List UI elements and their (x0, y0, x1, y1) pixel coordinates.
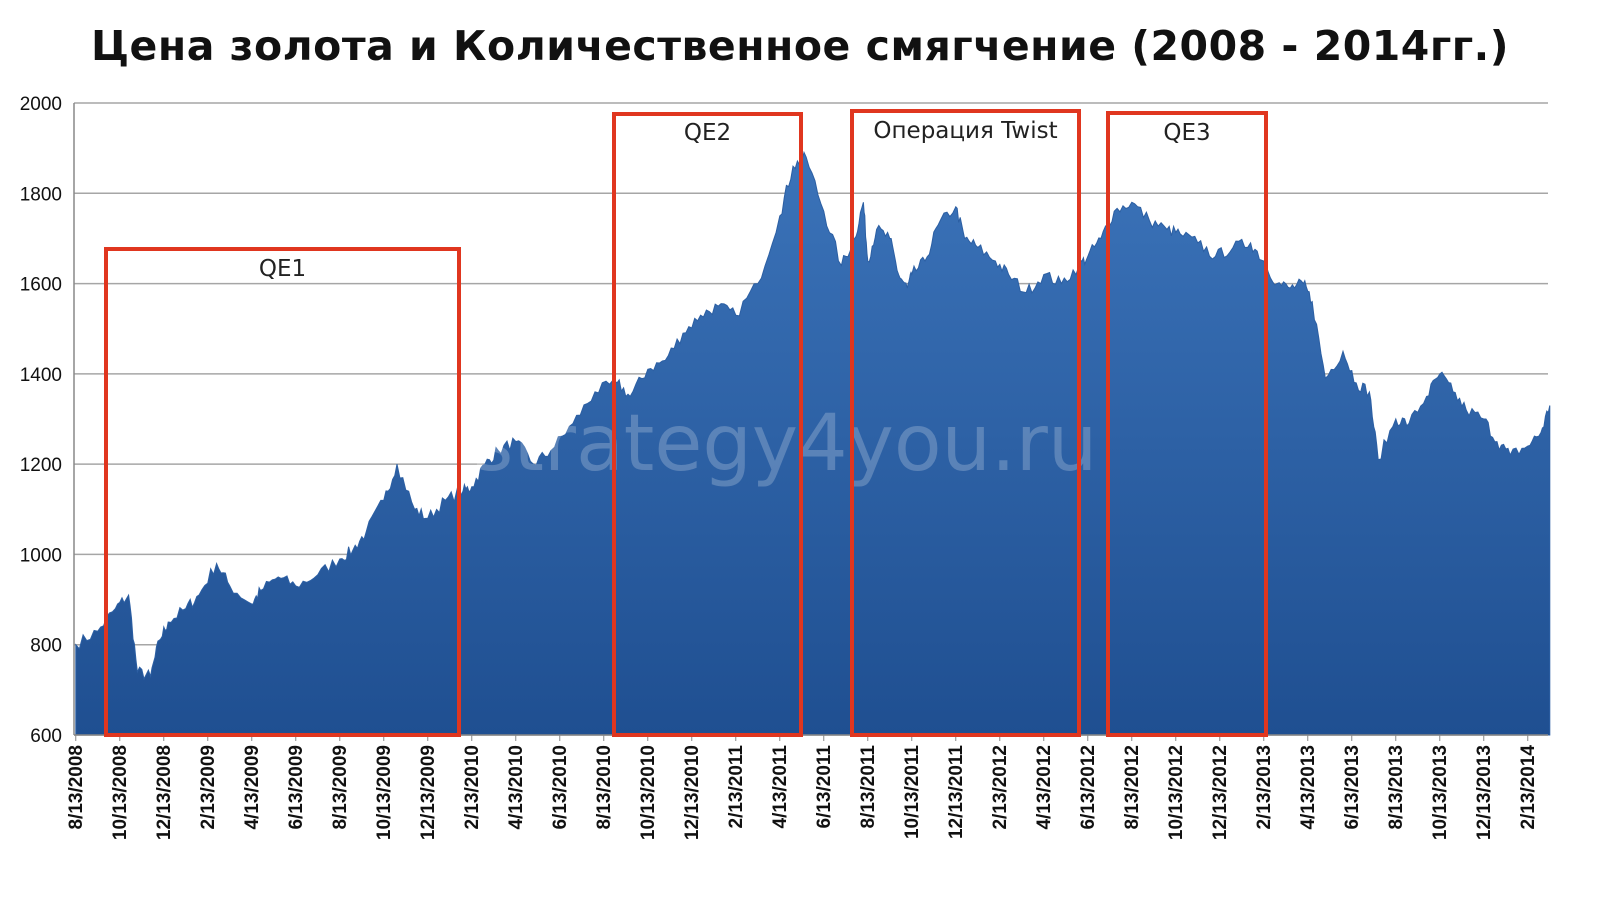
qe-period-box (1106, 111, 1268, 737)
x-tick-label: 2/13/2011 (726, 745, 747, 829)
x-tick-label: 12/13/2013 (1474, 745, 1495, 840)
y-tick-label: 1000 (20, 545, 62, 566)
x-tick-label: 4/13/2009 (242, 745, 263, 830)
x-tick-label: 10/13/2009 (374, 745, 395, 840)
x-tick-label: 10/13/2010 (638, 745, 659, 840)
x-tick-label: 8/13/2012 (1122, 745, 1143, 830)
x-tick-label: 10/13/2011 (902, 745, 923, 839)
x-tick-label: 10/13/2013 (1430, 745, 1451, 840)
qe-period-label: QE1 (259, 256, 306, 282)
y-tick-label: 800 (30, 636, 62, 657)
x-tick-label: 12/13/2009 (418, 745, 439, 840)
y-tick-label: 1600 (20, 275, 62, 296)
x-tick-label: 4/13/2012 (1034, 745, 1055, 830)
y-tick-label: 1800 (20, 184, 62, 205)
x-tick-label: 2/13/2012 (990, 745, 1011, 830)
watermark-text: strategy4you.ru (473, 399, 1098, 489)
gold-price-area (75, 150, 1551, 736)
x-tick-label: 6/13/2012 (1078, 745, 1099, 830)
x-tick-label: 4/13/2011 (770, 745, 791, 829)
x-tick-label: 12/13/2012 (1210, 745, 1231, 840)
x-tick-label: 8/13/2009 (330, 745, 351, 830)
y-tick-label: 600 (30, 726, 62, 747)
x-tick-label: 6/13/2013 (1342, 745, 1363, 830)
x-tick-label: 2/13/2014 (1518, 745, 1539, 830)
x-tick-label: 4/13/2013 (1298, 745, 1319, 830)
y-tick-label: 1200 (20, 455, 62, 476)
x-tick-label: 2/13/2013 (1254, 745, 1275, 830)
x-tick-label: 12/13/2011 (946, 745, 967, 839)
x-tick-label: 4/13/2010 (506, 745, 527, 830)
qe-period-label: Операция Twist (873, 118, 1057, 144)
x-tick-label: 10/13/2008 (110, 745, 131, 840)
x-tick-label: 10/13/2012 (1166, 745, 1187, 840)
x-tick-label: 6/13/2011 (814, 745, 835, 829)
x-tick-label: 2/13/2010 (462, 745, 483, 830)
x-tick-label: 8/13/2008 (66, 745, 87, 830)
x-tick-label: 2/13/2009 (198, 745, 219, 830)
qe-period-label: QE2 (684, 120, 731, 146)
x-tick-label: 12/13/2008 (154, 745, 175, 840)
x-tick-label: 6/13/2010 (550, 745, 571, 830)
x-tick-label: 6/13/2009 (286, 745, 307, 830)
y-tick-label: 2000 (20, 94, 62, 115)
chart-title: Цена золота и Количественное смягчение (… (91, 22, 1509, 70)
x-tick-label: 8/13/2011 (858, 745, 879, 829)
x-tick-label: 8/13/2010 (594, 745, 615, 830)
qe-period-label: QE3 (1163, 120, 1210, 146)
x-tick-label: 12/13/2010 (682, 745, 703, 840)
y-tick-label: 1400 (20, 365, 62, 386)
qe-period-box (612, 112, 803, 737)
qe-period-box (104, 247, 461, 737)
x-tick-label: 8/13/2013 (1386, 745, 1407, 830)
qe-period-box (850, 109, 1081, 737)
